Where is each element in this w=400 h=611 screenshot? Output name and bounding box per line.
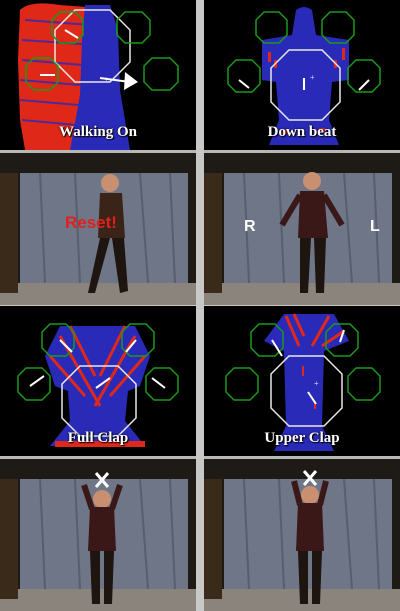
divider bbox=[204, 456, 400, 459]
left-label: L bbox=[370, 218, 380, 235]
motion-visualization bbox=[17, 323, 179, 447]
motion-visualization: + bbox=[18, 3, 179, 150]
svg-text:+: + bbox=[104, 75, 109, 84]
photo-walking-on bbox=[0, 153, 196, 305]
svg-text:+: + bbox=[314, 379, 319, 388]
caption-full-clap: Full Clap bbox=[67, 430, 129, 446]
panel-down-beat: + Down beat R L bbox=[204, 0, 400, 305]
panel-full-clap: Full Clap bbox=[0, 306, 196, 611]
motion-visualization: + bbox=[227, 7, 381, 145]
motion-visualization: + bbox=[225, 313, 381, 451]
photo-full-clap bbox=[0, 459, 196, 611]
divider bbox=[0, 150, 196, 153]
divider bbox=[0, 456, 196, 459]
panel-upper-clap: + Upper Clap bbox=[204, 306, 400, 611]
right-label: R bbox=[244, 218, 256, 235]
photo-upper-clap bbox=[204, 459, 400, 611]
reset-label: Reset! bbox=[65, 213, 117, 232]
caption-walking-on: Walking On bbox=[59, 124, 137, 140]
svg-text:+: + bbox=[310, 73, 315, 82]
caption-upper-clap: Upper Clap bbox=[264, 430, 340, 446]
photo-down-beat bbox=[204, 153, 400, 305]
caption-down-beat: Down beat bbox=[267, 124, 337, 140]
panel-walking-on: + Walking On Reset! bbox=[0, 0, 196, 305]
divider bbox=[204, 150, 400, 153]
